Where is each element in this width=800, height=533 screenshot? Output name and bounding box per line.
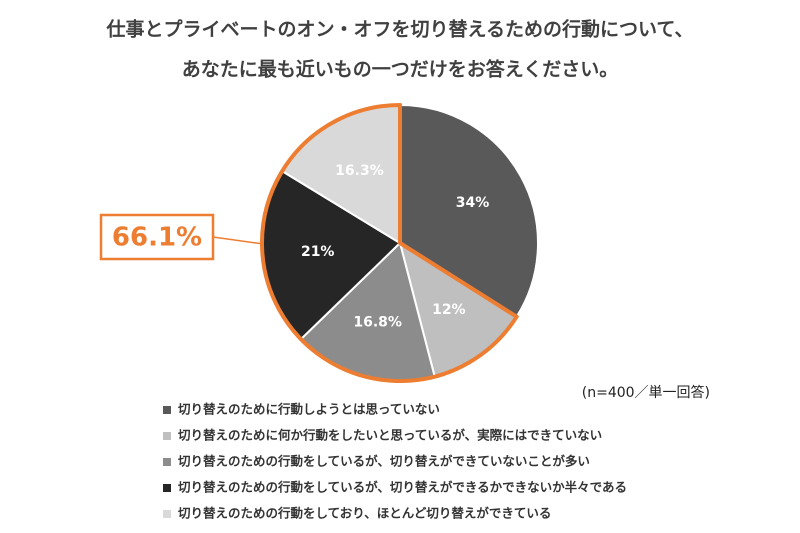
- callout-label: 66.1%: [112, 223, 202, 253]
- legend-swatch: [163, 432, 171, 440]
- legend-label: 切り替えのために何か行動をしたいと思っているが、実際にはできていない: [178, 428, 602, 443]
- legend-swatch: [163, 510, 171, 518]
- legend-swatch: [163, 458, 171, 466]
- slice-label: 16.8%: [353, 315, 402, 331]
- slice-label: 12%: [432, 302, 466, 318]
- legend-label: 切り替えのための行動をしているが、切り替えができていないことが多い: [178, 454, 590, 469]
- legend-label: 切り替えのための行動をしており、ほとんど切り替えができている: [178, 506, 551, 521]
- legend-label: 切り替えのために行動しようとは思っていない: [178, 402, 440, 417]
- callout-box: [99, 213, 215, 261]
- legend-swatch: [163, 484, 171, 492]
- slice-label: 34%: [456, 195, 490, 211]
- slice-label: 16.3%: [335, 163, 384, 179]
- callout-line: [212, 236, 263, 245]
- legend-swatch: [163, 406, 171, 414]
- highlight-outline: [260, 103, 519, 383]
- title-line: あなたに最も近いもの一つだけをお答えください。: [182, 58, 618, 81]
- slice-label: 21%: [301, 244, 335, 260]
- title-line: 仕事とプライベートのオン・オフを切り替えるための行動について、: [106, 18, 694, 41]
- legend-label: 切り替えのための行動をしているが、切り替えができるかできないか半々である: [178, 480, 627, 495]
- note: (n=400／単一回答): [582, 384, 710, 401]
